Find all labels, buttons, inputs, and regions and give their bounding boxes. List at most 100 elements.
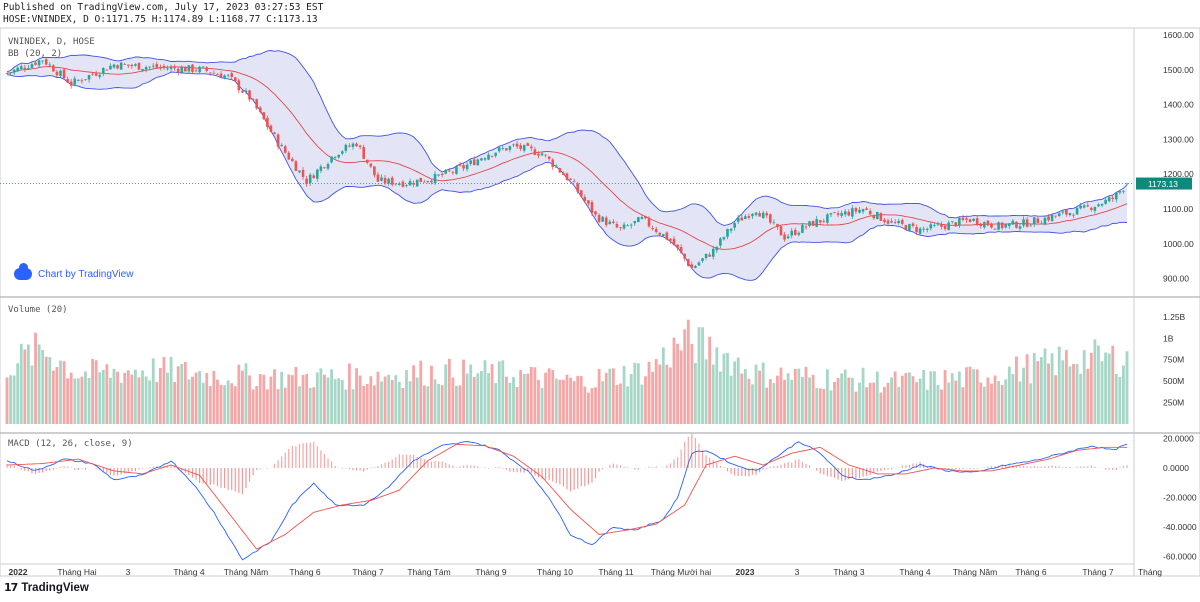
candle-body [1068,213,1072,216]
candle-body [983,222,986,228]
candle-body [526,143,530,146]
tradingview-watermark[interactable]: Chart by TradingView [14,263,133,280]
volume-bar [515,386,519,424]
volume-bar [23,349,27,424]
candle-body [954,222,958,227]
candle-body [305,178,308,184]
macd-histogram-bar [994,466,996,468]
volume-bar [487,373,490,424]
macd-histogram-bar [602,467,604,470]
volume-bar [982,386,986,424]
volume-bar [829,390,833,424]
volume-bar [458,385,462,424]
volume-bar [640,384,644,424]
macd-histogram-bar [883,467,886,470]
candle-body [1022,219,1025,226]
candle-body [405,185,408,186]
macd-histogram-bar [648,466,650,468]
candle-body [1075,207,1079,215]
volume-bar [401,387,405,424]
macd-histogram-bar [202,467,204,484]
macd-histogram-bar [1008,465,1010,468]
volume-bar [872,382,876,424]
volume-bar [790,379,794,424]
time-axis-label: Tháng 3 [833,567,864,577]
macd-histogram-bar [544,467,547,480]
macd-histogram-bar [24,467,26,471]
volume-bar [858,382,861,424]
macd-histogram-bar [737,467,739,476]
macd-histogram-bar [498,466,500,468]
macd-histogram-bar [826,467,828,477]
candle-body [940,223,943,227]
macd-histogram-bar [955,467,957,469]
candle-body [672,238,676,246]
macd-histogram-bar [252,467,254,476]
macd-histogram-bar [844,467,846,481]
volume-bar [84,371,87,424]
volume-bar [230,383,234,424]
candle-body [487,154,490,160]
macd-histogram-bar [1044,466,1046,468]
candle-body [398,183,401,185]
candle-body [262,112,266,120]
macd-histogram-bar [241,467,244,495]
volume-bar [861,367,865,424]
candle-body [665,232,669,240]
volume-bar [394,375,398,424]
volume-bar [990,383,993,424]
volume-bar [383,376,387,424]
candle-body [298,170,301,173]
volume-bar [130,374,134,424]
volume-bar [105,364,109,424]
volume-bar [786,373,790,424]
volume-bar [176,366,180,424]
candle-body [430,180,433,183]
macd-histogram-bar [509,467,511,472]
volume-bar [433,379,437,424]
macd-histogram-bar [395,457,397,468]
candle-body [34,62,37,65]
volume-bar [1061,360,1065,424]
candle-body [169,66,173,69]
macd-histogram-bar [437,461,440,468]
time-axis-label: 2022 [9,567,28,577]
macd-histogram-bar [391,459,393,468]
volume-bar [957,371,961,424]
footer-brand[interactable]: 17 TradingView [4,581,89,594]
macd-histogram-bar [295,446,297,468]
volume-bar [1079,373,1083,424]
candle-body [308,174,312,184]
macd-histogram-bar [473,465,475,468]
volume-bar [48,357,52,424]
volume-bar [276,389,280,424]
candle-body [833,212,836,214]
volume-tick-label: 1B [1163,333,1174,343]
macd-histogram-bar [848,467,850,480]
volume-bar [1036,361,1040,424]
candle-body [993,228,997,230]
time-axis-label: Tháng Mười hai [651,567,712,577]
macd-histogram-bar [684,441,686,468]
macd-histogram-bar [766,467,768,469]
candle-body [719,238,722,246]
macd-histogram-bar [309,442,311,468]
candle-body [419,177,423,182]
volume-bar [412,365,416,424]
time-axis-label: 3 [795,567,800,577]
candle-body [458,164,462,166]
candle-body [754,212,758,215]
volume-bar [1122,365,1125,424]
candle-body [180,67,184,74]
macd-histogram-bar [42,467,44,473]
volume-bar [205,373,209,424]
macd-histogram-bar [67,466,69,468]
candle-body [1047,216,1050,221]
candle-body [16,67,20,72]
candle-body [879,213,883,221]
macd-histogram-bar [1022,465,1025,468]
volume-bar [326,377,330,424]
candle-body [861,209,865,212]
candle-body [619,227,622,229]
macd-histogram-bar [680,449,682,468]
